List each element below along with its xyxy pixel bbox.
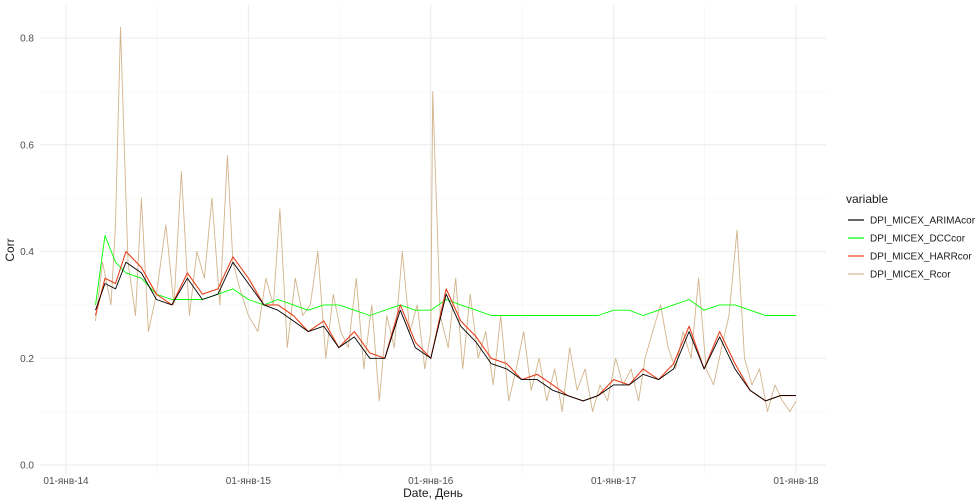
y-axis-title: Corr: [3, 238, 17, 261]
legend: variable DPI_MICEX_ARIMAcor DPI_MICEX_DCC…: [846, 192, 976, 281]
series-line-dpi-micex-dcccor: [95, 235, 796, 316]
x-tick-label: 01-янв-15: [226, 476, 272, 487]
y-tick-label: 0.6: [20, 140, 34, 151]
x-axis-ticks: 01-янв-14 01-янв-15 01-янв-16 01-янв-17 01-я…: [43, 476, 819, 487]
x-axis-title: Date, День: [403, 486, 463, 500]
legend-label: DPI_MICEX_HARRcor: [870, 252, 972, 263]
series-line-dpi-micex-rcor: [95, 26, 797, 413]
x-tick-label: 01-янв-16: [408, 476, 454, 487]
legend-label: DPI_MICEX_DCCcor: [870, 234, 966, 245]
y-tick-label: 0.0: [20, 461, 34, 472]
legend-items: DPI_MICEX_ARIMAcor DPI_MICEX_DCCcor DPI_MI…: [848, 216, 976, 281]
legend-title: variable: [846, 192, 888, 206]
x-tick-label: 01-янв-18: [773, 476, 819, 487]
grid-minor: [40, 5, 826, 475]
y-tick-label: 0.4: [20, 247, 34, 258]
y-axis-ticks: 0.0 0.2 0.4 0.6 0.8: [20, 34, 34, 472]
legend-label: DPI_MICEX_ARIMAcor: [870, 216, 976, 227]
legend-label: DPI_MICEX_Rcor: [870, 270, 951, 281]
y-tick-label: 0.2: [20, 354, 34, 365]
y-tick-label: 0.8: [20, 34, 34, 45]
x-tick-label: 01-янв-17: [591, 476, 637, 487]
x-tick-label: 01-янв-14: [43, 476, 89, 487]
series-line-dpi-micex-harrcor: [94, 250, 796, 402]
series-line-dpi-micex-arimacor: [95, 261, 796, 402]
grid-major: [40, 5, 826, 475]
series-lines: [94, 26, 797, 413]
